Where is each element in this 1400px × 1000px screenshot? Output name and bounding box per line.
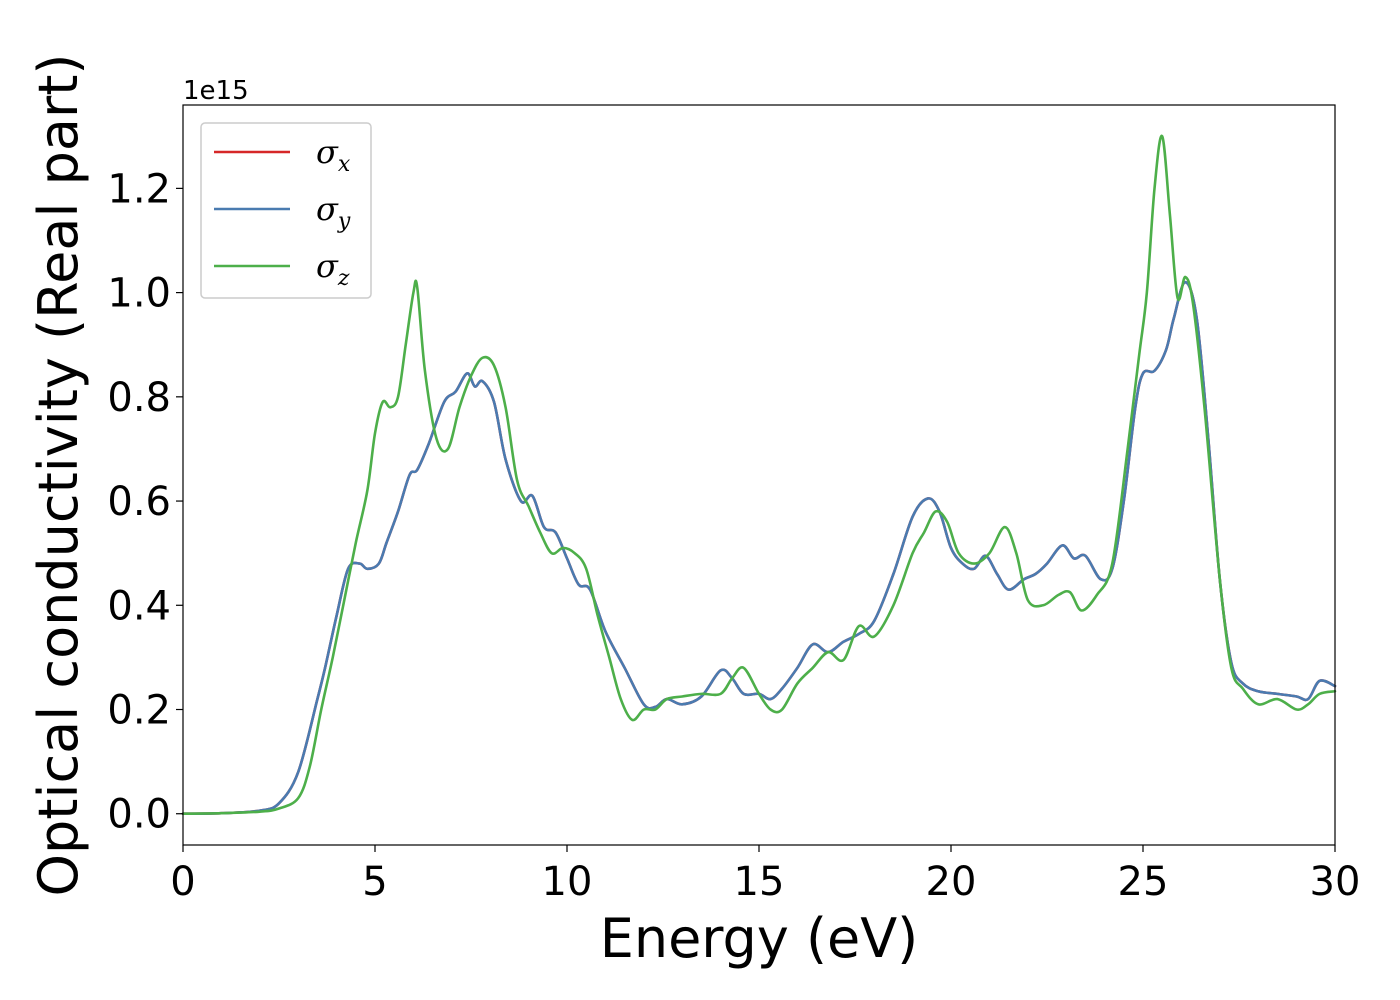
y-tick-label: 0.8	[107, 375, 171, 421]
y-tick-label: 0.0	[107, 792, 171, 838]
series-line-sigma-y	[181, 280, 1337, 816]
y-tick-label: 0.6	[107, 479, 171, 525]
y-tick-label: 0.4	[107, 583, 171, 629]
x-tick-label: 20	[926, 859, 977, 905]
legend-label-sigma-z: σz	[316, 247, 350, 291]
legend-label-sigma-y: σy	[316, 190, 351, 234]
y-tick-label: 0.2	[107, 688, 171, 734]
y-axis: 0.0 0.2 0.4 0.6 0.8 1.0 1.2	[107, 166, 183, 838]
x-tick-label: 25	[1118, 859, 1169, 905]
legend-label-sigma-x: σx	[316, 133, 351, 177]
legend-frame	[200, 122, 372, 299]
y-axis-title: Optical conductivity (Real part)	[27, 54, 90, 897]
legend: σx σy σz	[200, 122, 372, 299]
x-axis: 0 5 10 15 20 25 30	[170, 845, 1360, 905]
y-tick-label: 1.2	[107, 166, 171, 212]
x-tick-label: 15	[734, 859, 785, 905]
x-tick-label: 30	[1310, 859, 1361, 905]
plot-area-background	[183, 105, 1335, 845]
x-tick-label: 10	[542, 859, 593, 905]
series-layer	[181, 134, 1337, 816]
x-tick-label: 5	[362, 859, 387, 905]
y-offset-label: 1e15	[183, 76, 249, 106]
series-line-sigma-z	[181, 134, 1337, 816]
x-tick-label: 0	[170, 859, 195, 905]
x-axis-title: Energy (eV)	[600, 907, 919, 970]
y-tick-label: 1.0	[107, 271, 171, 317]
